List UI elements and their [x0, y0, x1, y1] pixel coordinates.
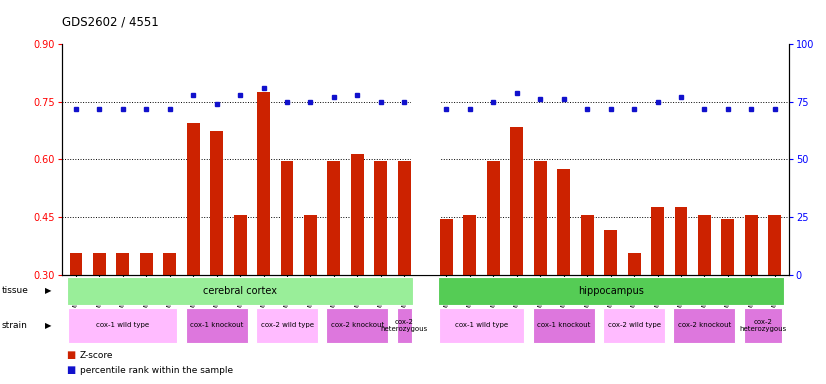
- Bar: [374, 161, 387, 384]
- Bar: [743, 308, 782, 343]
- Text: cox-1 wild type: cox-1 wild type: [97, 323, 150, 328]
- Bar: [396, 308, 412, 343]
- Bar: [673, 308, 735, 343]
- Bar: [187, 123, 200, 384]
- Bar: [534, 161, 547, 384]
- Text: cox-2
heterozygous: cox-2 heterozygous: [381, 319, 428, 332]
- Bar: [116, 253, 130, 384]
- Bar: [628, 253, 640, 384]
- Bar: [281, 161, 293, 384]
- Bar: [745, 215, 757, 384]
- Bar: [411, 44, 439, 275]
- Bar: [398, 161, 411, 384]
- Text: ■: ■: [66, 350, 75, 360]
- Bar: [257, 92, 270, 384]
- Text: percentile rank within the sample: percentile rank within the sample: [80, 366, 233, 375]
- Text: Z-score: Z-score: [80, 351, 114, 360]
- Bar: [533, 308, 595, 343]
- Bar: [439, 308, 525, 343]
- Bar: [463, 215, 477, 384]
- Text: cox-2 knockout: cox-2 knockout: [330, 323, 384, 328]
- Bar: [164, 253, 176, 384]
- Bar: [256, 308, 318, 343]
- Text: cox-2
heterozygous: cox-2 heterozygous: [739, 319, 786, 332]
- Bar: [581, 215, 594, 384]
- Bar: [69, 253, 83, 384]
- Text: ▶: ▶: [45, 286, 52, 295]
- Bar: [211, 131, 223, 384]
- Text: cox-2 wild type: cox-2 wild type: [260, 323, 314, 328]
- Bar: [327, 161, 340, 384]
- Text: tissue: tissue: [2, 286, 29, 295]
- Bar: [698, 215, 711, 384]
- Text: cox-2 knockout: cox-2 knockout: [678, 323, 731, 328]
- Text: cox-1 knockout: cox-1 knockout: [537, 323, 591, 328]
- Text: cox-1 knockout: cox-1 knockout: [190, 323, 244, 328]
- Bar: [558, 169, 570, 384]
- Bar: [651, 207, 664, 384]
- Bar: [351, 154, 363, 384]
- Bar: [140, 253, 153, 384]
- Bar: [326, 308, 388, 343]
- Bar: [510, 127, 524, 384]
- Bar: [440, 219, 453, 384]
- Text: hippocampus: hippocampus: [577, 286, 643, 296]
- Bar: [603, 308, 665, 343]
- Bar: [234, 215, 247, 384]
- Text: ▶: ▶: [45, 321, 52, 330]
- Bar: [93, 253, 106, 384]
- Text: strain: strain: [2, 321, 27, 330]
- Bar: [721, 219, 734, 384]
- Bar: [186, 308, 248, 343]
- Bar: [304, 215, 317, 384]
- Bar: [67, 277, 413, 305]
- Text: GDS2602 / 4551: GDS2602 / 4551: [62, 15, 159, 28]
- Bar: [675, 207, 687, 384]
- Bar: [604, 230, 617, 384]
- Text: cox-2 wild type: cox-2 wild type: [608, 323, 661, 328]
- Bar: [487, 161, 500, 384]
- Text: ■: ■: [66, 366, 75, 376]
- Text: cox-1 wild type: cox-1 wild type: [455, 323, 508, 328]
- Bar: [69, 308, 178, 343]
- Bar: [438, 277, 784, 305]
- Bar: [768, 215, 781, 384]
- Text: cerebral cortex: cerebral cortex: [203, 286, 278, 296]
